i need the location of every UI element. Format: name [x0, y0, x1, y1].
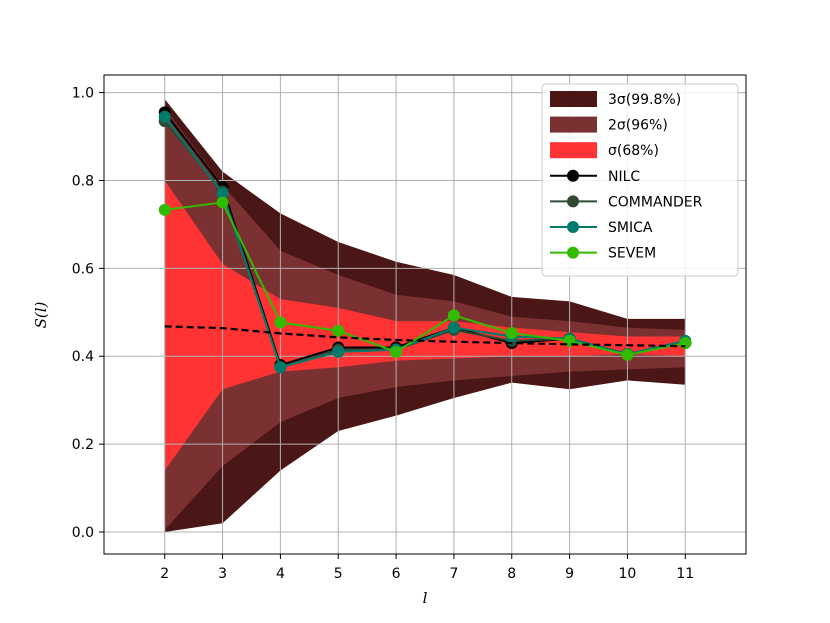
lines-layer: [158, 106, 692, 374]
data-point-sevem: [274, 316, 287, 329]
data-point-smica: [216, 187, 229, 200]
data-point-sevem: [679, 337, 692, 350]
x-tick-label: 3: [218, 566, 227, 582]
y-tick-label: 0.2: [72, 437, 94, 453]
x-tick-label: 8: [507, 566, 516, 582]
legend-swatch-band: [550, 142, 597, 159]
data-point-sevem: [505, 326, 518, 339]
x-tick-label: 6: [392, 566, 401, 582]
data-point-sevem: [158, 203, 171, 216]
data-point-smica: [332, 345, 345, 358]
legend-swatch-band: [550, 116, 597, 133]
series-line-smica: [163, 116, 686, 369]
data-point-sevem: [447, 309, 460, 322]
y-tick-label: 0.6: [72, 261, 94, 277]
band-2: [164, 180, 686, 471]
legend-label: NILC: [608, 169, 640, 185]
ticks-layer: 2 3 4 5 6 7 8 9 10 11 0.0 0.2 0.4 0.6 0.8 1.0: [72, 86, 694, 582]
legend-label: σ(68%): [608, 143, 659, 159]
band-1: [164, 107, 686, 530]
legend-label: COMMANDER: [608, 194, 703, 210]
x-tick-label: 9: [565, 566, 574, 582]
x-tick-label: 4: [276, 566, 285, 582]
x-tick-label: 5: [334, 566, 343, 582]
y-tick-label: 0.0: [72, 525, 94, 541]
x-tick-label: 2: [160, 566, 169, 582]
x-tick-label: 11: [676, 566, 694, 582]
legend-label: SEVEM: [608, 246, 656, 262]
legend-marker-nilc: [567, 169, 579, 182]
legend-label: 3σ(99.8%): [608, 92, 681, 108]
data-point-sevem: [390, 345, 403, 358]
data-point-smica: [274, 361, 287, 374]
legend-marker-commander: [567, 195, 579, 208]
data-point-sevem: [216, 196, 229, 209]
data-point-smica: [447, 321, 460, 334]
y-axis-label: S(l): [32, 301, 50, 328]
x-tick-label: 10: [619, 566, 637, 582]
data-point-sevem: [332, 324, 345, 337]
expected-dashed-line: [164, 325, 686, 348]
legend-marker-smica: [567, 221, 579, 233]
data-point-sevem: [621, 348, 634, 361]
legend-swatch-band: [550, 91, 597, 107]
x-tick-label: 7: [449, 566, 458, 582]
bands-layer: [164, 99, 686, 533]
legend: 3σ(99.8%) 2σ(96%) σ(68%) NILC COMMANDER SMICA…: [541, 83, 739, 277]
legend-marker-sevem: [567, 246, 579, 259]
plot-frame: [103, 74, 747, 555]
x-axis-label: l: [423, 589, 428, 607]
y-tick-label: 0.4: [72, 349, 94, 365]
y-tick-label: 0.8: [72, 173, 94, 189]
legend-label: SMICA: [608, 220, 653, 236]
legend-label: 2σ(96%): [608, 118, 668, 134]
data-point-smica: [158, 110, 171, 123]
series-line-sevem: [164, 201, 686, 356]
y-tick-label: 1.0: [72, 86, 94, 102]
